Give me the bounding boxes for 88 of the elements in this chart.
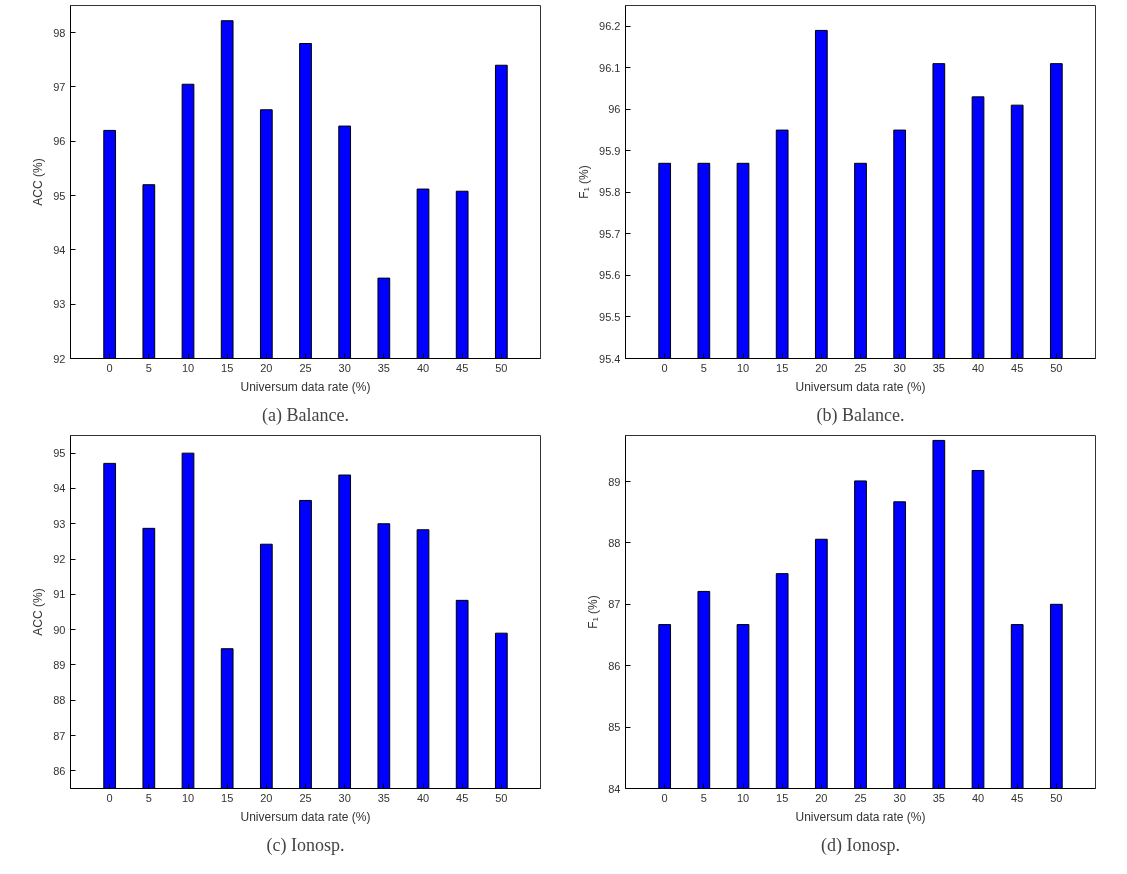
x-tick-label: 20 — [260, 791, 273, 804]
x-tick-label: 25 — [854, 791, 867, 804]
x-tick-label: 30 — [893, 361, 906, 374]
y-tick-label: 87 — [53, 729, 66, 742]
x-tick-label: 5 — [145, 361, 152, 374]
x-tick-label: 15 — [776, 791, 789, 804]
x-tick-label: 25 — [299, 791, 312, 804]
y-tick-label: 89 — [53, 658, 66, 671]
x-axis-title: Universum data rate (%) — [795, 379, 926, 394]
x-tick-label: 40 — [416, 791, 430, 804]
x-tick-label: 15 — [221, 791, 234, 804]
x-tick-label: 10 — [181, 361, 195, 374]
x-axis-title: Universum data rate (%) — [240, 809, 371, 824]
x-tick-label: 45 — [1011, 361, 1024, 374]
x-tick-label: 40 — [971, 361, 985, 374]
x-tick-label: 35 — [932, 361, 945, 374]
y-tick-label: 93 — [53, 517, 66, 530]
x-tick-label: 50 — [495, 791, 508, 804]
y-tick-label: 95.9 — [599, 144, 621, 157]
x-tick-label: 25 — [299, 361, 312, 374]
y-axis-title: ACC (%) — [31, 588, 46, 636]
x-tick-label: 45 — [456, 791, 469, 804]
x-tick-label: 5 — [700, 361, 707, 374]
x-tick-label: 45 — [1011, 791, 1024, 804]
x-tick-label: 5 — [145, 791, 152, 804]
y-tick-label: 95.5 — [599, 310, 621, 323]
y-tick-label: 95.8 — [599, 186, 621, 199]
y-tick-label: 96.2 — [599, 20, 621, 33]
y-tick-label: 92 — [53, 352, 66, 365]
x-tick-label: 20 — [815, 361, 828, 374]
x-tick-label: 45 — [456, 361, 469, 374]
x-tick-label: 50 — [495, 361, 508, 374]
y-tick-label: 95.7 — [599, 227, 621, 240]
x-tick-label: 10 — [181, 791, 195, 804]
y-tick-label: 91 — [53, 588, 66, 601]
y-tick-label: 94 — [53, 243, 66, 256]
y-tick-label: 96.1 — [599, 61, 621, 74]
x-tick-label: 35 — [377, 361, 390, 374]
x-tick-label: 40 — [416, 361, 430, 374]
y-tick-label: 93 — [53, 298, 66, 311]
x-tick-label: 25 — [854, 361, 867, 374]
x-tick-label: 30 — [338, 361, 351, 374]
y-tick-label: 86 — [608, 659, 621, 672]
y-tick-label: 87 — [608, 598, 621, 611]
y-tick-label: 97 — [53, 80, 66, 93]
x-tick-label: 0 — [661, 361, 668, 374]
y-tick-label: 96 — [53, 135, 66, 148]
text: (d) Ionosp. — [821, 834, 901, 856]
x-tick-label: 0 — [106, 791, 113, 804]
y-tick-label: 98 — [53, 26, 66, 39]
x-axis-title: Universum data rate (%) — [795, 809, 926, 824]
x-tick-label: 50 — [1050, 361, 1063, 374]
x-axis-title: Universum data rate (%) — [240, 379, 371, 394]
x-tick-label: 15 — [221, 361, 234, 374]
x-tick-label: 20 — [815, 791, 828, 804]
y-tick-label: 90 — [53, 623, 66, 636]
x-tick-label: 35 — [932, 791, 945, 804]
x-tick-label: 40 — [971, 791, 985, 804]
y-tick-label: 94 — [53, 482, 66, 495]
text: (a) Balance. — [262, 404, 349, 426]
y-tick-label: 86 — [53, 764, 66, 777]
y-tick-label: 95.4 — [599, 352, 621, 365]
text: (b) Balance. — [816, 404, 905, 426]
y-tick-label: 95.6 — [599, 269, 621, 282]
x-tick-label: 10 — [736, 791, 750, 804]
text: (c) Ionosp. — [266, 834, 345, 856]
x-tick-label: 20 — [260, 361, 273, 374]
y-tick-label: 85 — [608, 721, 621, 734]
x-tick-label: 50 — [1050, 791, 1063, 804]
y-tick-label: 88 — [53, 694, 66, 707]
y-axis-title: ACC (%) — [31, 158, 46, 206]
y-tick-label: 96 — [608, 103, 621, 116]
x-tick-label: 0 — [106, 361, 113, 374]
x-tick-label: 5 — [700, 791, 707, 804]
y-tick-label: 84 — [608, 782, 621, 795]
x-tick-label: 10 — [736, 361, 750, 374]
y-tick-label: 89 — [608, 475, 621, 488]
y-tick-label: 92 — [53, 553, 66, 566]
x-tick-label: 0 — [661, 791, 668, 804]
y-tick-label: 88 — [608, 536, 621, 549]
y-axis-title: F₁ (%) — [577, 165, 592, 199]
x-tick-label: 30 — [338, 791, 351, 804]
y-axis-title: F₁ (%) — [586, 595, 601, 629]
x-tick-label: 15 — [776, 361, 789, 374]
x-tick-label: 30 — [893, 791, 906, 804]
y-tick-label: 95 — [53, 189, 66, 202]
y-tick-label: 95 — [53, 447, 66, 460]
x-tick-label: 35 — [377, 791, 390, 804]
